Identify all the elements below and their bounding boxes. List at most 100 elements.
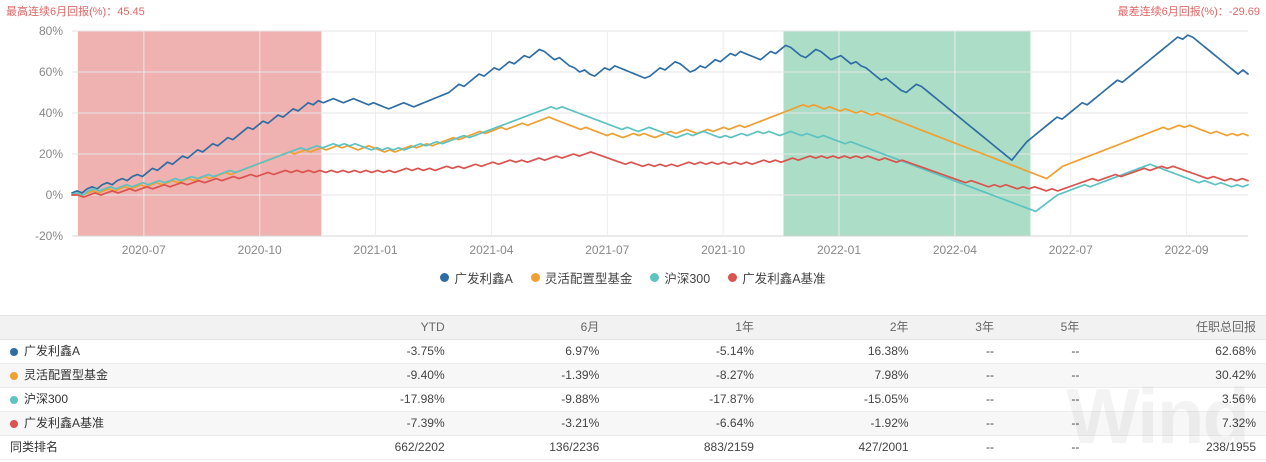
series-dot-icon: [10, 347, 18, 356]
y-axis-tick-label: 20%: [39, 147, 63, 161]
table-row-name: 同类排名: [0, 436, 300, 460]
table-cell: 7.32%: [1221, 416, 1256, 430]
table-body: 广发利鑫A -3.75% 6.97% -5.14% 16.38% -- -- 62.68% 灵活…: [0, 340, 1266, 460]
table-cell: --: [985, 440, 994, 454]
table-cell: -15.05%: [863, 392, 909, 406]
y-axis-tick-label: -20%: [35, 229, 63, 243]
table-cell: 3.56%: [1221, 392, 1256, 406]
table-header-row: YTD 6月 1年 2年 3年 5年 任职总回报: [0, 315, 1266, 340]
series-dot-icon: [10, 395, 18, 404]
table-col-header-5[interactable]: 3年: [918, 315, 1004, 340]
series-line-0: [71, 34, 1249, 194]
table-row-label: 灵活配置型基金: [24, 368, 109, 382]
legend-item-1[interactable]: 灵活配置型基金: [530, 268, 633, 287]
table-cell: --: [1071, 416, 1080, 430]
table-cell: -8.27%: [715, 368, 754, 382]
table-col-header-6[interactable]: 5年: [1003, 315, 1090, 340]
series-dot-icon: [10, 419, 18, 428]
legend-item-label: 沪深300: [664, 272, 711, 286]
series-line-2: [71, 105, 1249, 213]
table-row-name: 广发利鑫A基准: [0, 412, 300, 436]
table-cell: 662/2202: [394, 440, 445, 454]
legend-item-0[interactable]: 广发利鑫A: [440, 268, 513, 287]
legend-item-label: 广发利鑫A基准: [742, 272, 826, 286]
table-row: 广发利鑫A -3.75% 6.97% -5.14% 16.38% -- -- 62.68%: [0, 340, 1266, 364]
chart-legend: 广发利鑫A 灵活配置型基金 沪深300 广发利鑫A基准: [0, 268, 1266, 287]
performance-chart: 80% 60% 40% 20% 0% -20% 2020-07 2020-10 2021-01 2…: [0, 18, 1266, 288]
table-cell: -9.88%: [561, 392, 600, 406]
table-cell: --: [1071, 344, 1080, 358]
table-col-header-2[interactable]: 6月: [454, 315, 610, 340]
table-col-header-3[interactable]: 1年: [609, 315, 764, 340]
x-axis-tick-label: 2021-10: [701, 243, 745, 257]
highlight-band-1: [783, 31, 1031, 236]
table-cell: 427/2001: [858, 440, 909, 454]
table-header: YTD 6月 1年 2年 3年 5年 任职总回报: [0, 315, 1266, 340]
series-dot-icon: [10, 371, 18, 380]
table-cell: 62.68%: [1215, 344, 1256, 358]
x-axis-tick-label: 2022-04: [933, 243, 977, 257]
series-line-3: [71, 151, 1249, 198]
table-row: 沪深300 -17.98% -9.88% -17.87% -15.05% -- -- 3.56…: [0, 388, 1266, 412]
highlight-band-0: [77, 31, 322, 236]
x-axis-tick-label: 2020-07: [122, 243, 166, 257]
table-cell: 30.42%: [1215, 368, 1256, 382]
worst-6m-return-label: 最差连续6月回报(%)：-29.69: [1117, 6, 1260, 18]
table-cell: --: [985, 344, 994, 358]
table-cell: 7.98%: [874, 368, 909, 382]
x-axis-tick-label: 2022-07: [1049, 243, 1093, 257]
table-cell: -7.39%: [406, 416, 445, 430]
legend-item-3[interactable]: 广发利鑫A基准: [728, 268, 826, 287]
table-cell: 136/2236: [549, 440, 600, 454]
table-cell: 16.38%: [867, 344, 909, 358]
table-cell: 238/1955: [1205, 440, 1256, 454]
table-cell: -3.75%: [406, 344, 445, 358]
table-cell: --: [985, 416, 994, 430]
best-6m-return-label: 最高连续6月回报(%)：45.45: [6, 6, 145, 18]
table-cell: -17.87%: [709, 392, 754, 406]
y-axis-tick-label: 40%: [39, 106, 63, 120]
x-axis-tick-label: 2022-01: [817, 243, 861, 257]
x-axis-tick-label: 2021-04: [469, 243, 513, 257]
x-axis-tick-label: 2022-09: [1165, 243, 1209, 257]
table-col-header-0[interactable]: [0, 315, 300, 340]
table-cell: 883/2159: [703, 440, 754, 454]
table-cell: -5.14%: [715, 344, 754, 358]
table-row-name: 广发利鑫A: [0, 340, 300, 364]
table-row-name: 灵活配置型基金: [0, 364, 300, 388]
legend-dot-icon: [728, 273, 738, 282]
table-row: 灵活配置型基金 -9.40% -1.39% -8.27% 7.98% -- -- 30.42%: [0, 363, 1266, 388]
table-row-label: 同类排名: [10, 440, 59, 454]
x-axis-tick-label: 2021-07: [585, 243, 629, 257]
table-cell: -6.64%: [715, 416, 754, 430]
table-cell: 6.97%: [565, 344, 600, 358]
legend-item-label: 广发利鑫A: [454, 272, 513, 286]
table-cell: -17.98%: [399, 392, 445, 406]
legend-dot-icon: [650, 273, 660, 282]
legend-item-label: 灵活配置型基金: [544, 272, 633, 286]
table-row-name: 沪深300: [0, 388, 300, 412]
x-axis-tick-label: 2021-01: [354, 243, 398, 257]
table-row-label: 广发利鑫A: [24, 344, 81, 358]
table-col-header-1[interactable]: YTD: [300, 315, 455, 340]
table-cell: -3.21%: [561, 416, 600, 430]
x-axis-tick-label: 2020-10: [238, 243, 282, 257]
table-row: 同类排名 662/2202 136/2236 883/2159 427/2001 -- --…: [0, 436, 1266, 460]
y-axis-tick-label: 0%: [46, 188, 64, 202]
legend-item-2[interactable]: 沪深300: [650, 268, 710, 287]
table-cell: -9.40%: [406, 368, 445, 382]
table-cell: --: [1071, 392, 1080, 406]
table-cell: --: [985, 392, 994, 406]
table-cell: --: [1071, 368, 1080, 382]
table-col-header-7[interactable]: 任职总回报: [1089, 315, 1266, 340]
chart-canvas: 80% 60% 40% 20% 0% -20% 2020-07 2020-10 2021-01 2…: [35, 24, 1249, 257]
table-cell: --: [1071, 440, 1080, 454]
legend-dot-icon: [440, 273, 450, 282]
table-row-label: 广发利鑫A基准: [24, 416, 105, 430]
table-cell: --: [985, 368, 994, 382]
performance-table: YTD 6月 1年 2年 3年 5年 任职总回报 广发利鑫A -3.75% 6.97% -5.14…: [0, 315, 1266, 460]
y-axis-tick-label: 80%: [39, 24, 63, 38]
y-axis-tick-label: 60%: [39, 65, 63, 79]
table-cell: -1.92%: [870, 416, 909, 430]
table-col-header-4[interactable]: 2年: [763, 315, 919, 340]
